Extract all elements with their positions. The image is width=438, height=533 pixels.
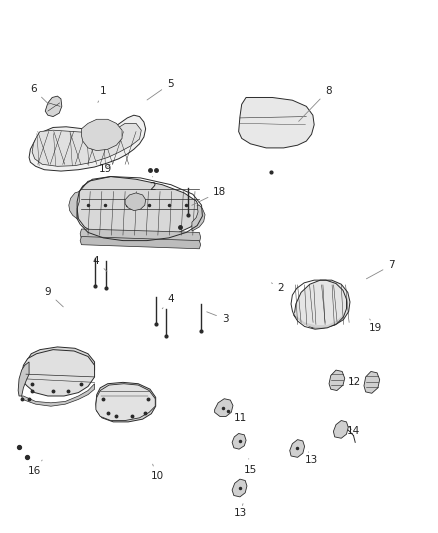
Text: 19: 19 xyxy=(99,164,112,174)
Polygon shape xyxy=(96,384,155,421)
Polygon shape xyxy=(239,98,314,148)
Text: 3: 3 xyxy=(207,312,229,324)
Text: 1: 1 xyxy=(98,86,106,102)
Polygon shape xyxy=(81,119,122,151)
Polygon shape xyxy=(96,382,155,422)
Text: 7: 7 xyxy=(367,260,395,279)
Polygon shape xyxy=(232,433,246,449)
Polygon shape xyxy=(232,479,247,497)
Polygon shape xyxy=(333,421,348,438)
Polygon shape xyxy=(21,350,95,396)
Polygon shape xyxy=(80,229,201,243)
Text: 9: 9 xyxy=(45,287,63,307)
Text: 12: 12 xyxy=(348,377,361,387)
Text: 19: 19 xyxy=(369,319,382,333)
Polygon shape xyxy=(32,123,141,166)
Polygon shape xyxy=(192,205,205,231)
Text: 4: 4 xyxy=(92,256,107,271)
Text: 13: 13 xyxy=(305,452,318,465)
Polygon shape xyxy=(215,399,233,416)
Polygon shape xyxy=(294,312,342,328)
Text: 4: 4 xyxy=(162,294,174,309)
Polygon shape xyxy=(21,384,95,406)
Polygon shape xyxy=(290,440,304,457)
Text: 14: 14 xyxy=(347,426,360,437)
Text: 8: 8 xyxy=(299,86,332,122)
Text: 16: 16 xyxy=(28,460,42,476)
Text: 13: 13 xyxy=(233,504,247,518)
Text: 2: 2 xyxy=(149,176,156,192)
Polygon shape xyxy=(26,347,95,388)
Polygon shape xyxy=(80,237,201,249)
Polygon shape xyxy=(45,96,62,117)
Text: 15: 15 xyxy=(244,459,257,474)
Text: 11: 11 xyxy=(231,410,247,423)
Text: 5: 5 xyxy=(147,79,173,100)
Polygon shape xyxy=(29,115,146,171)
Polygon shape xyxy=(69,191,79,219)
Polygon shape xyxy=(364,372,380,393)
Polygon shape xyxy=(329,370,345,391)
Polygon shape xyxy=(125,193,146,211)
Text: 18: 18 xyxy=(192,187,226,205)
Polygon shape xyxy=(18,362,29,396)
Polygon shape xyxy=(77,176,201,239)
Text: 2: 2 xyxy=(272,283,284,293)
Text: 10: 10 xyxy=(150,464,163,481)
Polygon shape xyxy=(294,280,350,328)
Text: 6: 6 xyxy=(30,84,49,104)
